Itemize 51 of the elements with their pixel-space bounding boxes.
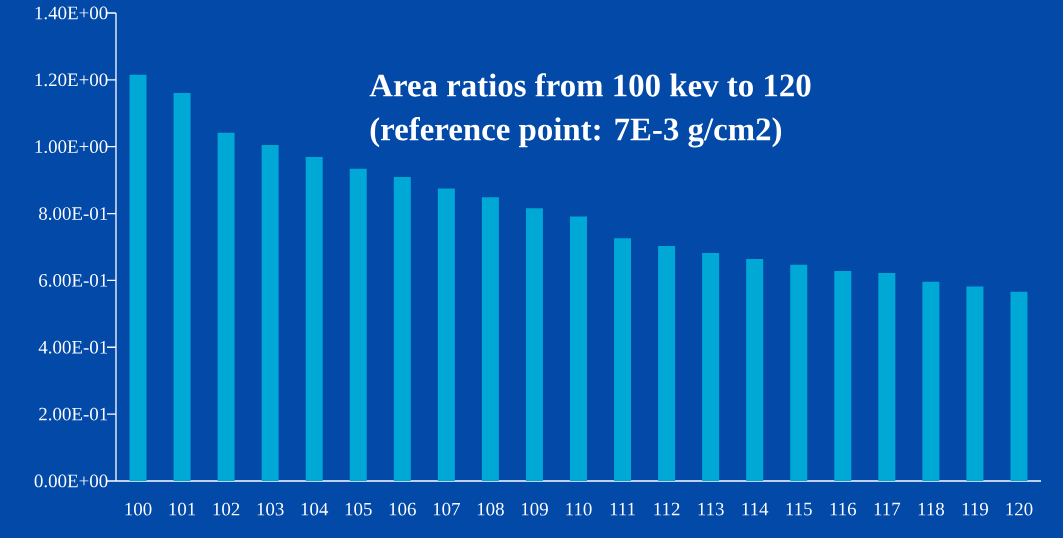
y-tick-label: 1.40E+00 — [35, 6, 108, 20]
bar — [966, 286, 984, 481]
bar — [261, 145, 279, 481]
y-tick-label: 1.20E+00 — [35, 73, 108, 87]
bar — [393, 177, 411, 481]
bar — [481, 197, 499, 481]
y-tick-label: 0.00E+00 — [34, 474, 108, 488]
x-tick-label: 100 — [125, 502, 152, 516]
bar — [790, 264, 808, 481]
bar — [305, 157, 323, 481]
x-tick-label: 106 — [389, 502, 416, 516]
bar — [217, 132, 235, 481]
x-tick-label: 110 — [566, 502, 592, 516]
y-tick-label: 4.00E-01 — [38, 340, 108, 354]
x-tick-label: 111 — [610, 502, 635, 516]
x-tick-label: 105 — [345, 502, 372, 516]
x-tick-label: 115 — [786, 502, 812, 516]
text: Area ratios from 100 kev to 120 (reference point: 7E-3 g/cm2) — [369, 73, 811, 148]
bar — [129, 74, 147, 481]
y-tick-label: 8.00E-01 — [39, 207, 108, 220]
bar — [1010, 291, 1028, 481]
x-tick-label: 101 — [169, 502, 196, 516]
bar — [834, 271, 852, 481]
x-tick-label: 102 — [213, 502, 240, 516]
x-tick-label: 104 — [301, 502, 329, 516]
y-tick-label: 6.00E-01 — [39, 273, 108, 287]
x-tick-label: 108 — [477, 502, 504, 516]
x-tick-label: 107 — [433, 502, 460, 516]
bar — [702, 253, 720, 481]
x-tick-label: 113 — [698, 502, 724, 516]
bar — [173, 92, 191, 481]
x-tick-label: 117 — [874, 502, 901, 516]
bar — [878, 273, 896, 481]
x-tick-label: 118 — [918, 502, 944, 516]
x-tick-label: 112 — [654, 502, 680, 516]
x-tick-label: 114 — [742, 502, 769, 516]
bar — [614, 238, 632, 481]
x-tick-label: 119 — [962, 502, 988, 516]
bar — [569, 216, 587, 481]
bar — [922, 281, 940, 481]
x-tick-label: 120 — [1006, 502, 1033, 516]
x-tick-label: 103 — [257, 502, 284, 516]
bar — [437, 188, 455, 481]
bar — [746, 259, 764, 481]
x-tick-label: 109 — [521, 502, 548, 516]
bar — [658, 245, 676, 481]
y-tick-label: 1.00E+00 — [35, 140, 108, 154]
bar — [349, 168, 367, 481]
bar — [525, 208, 543, 481]
x-tick-label: 116 — [830, 502, 857, 516]
y-tick-label: 2.00E-01 — [39, 407, 108, 421]
